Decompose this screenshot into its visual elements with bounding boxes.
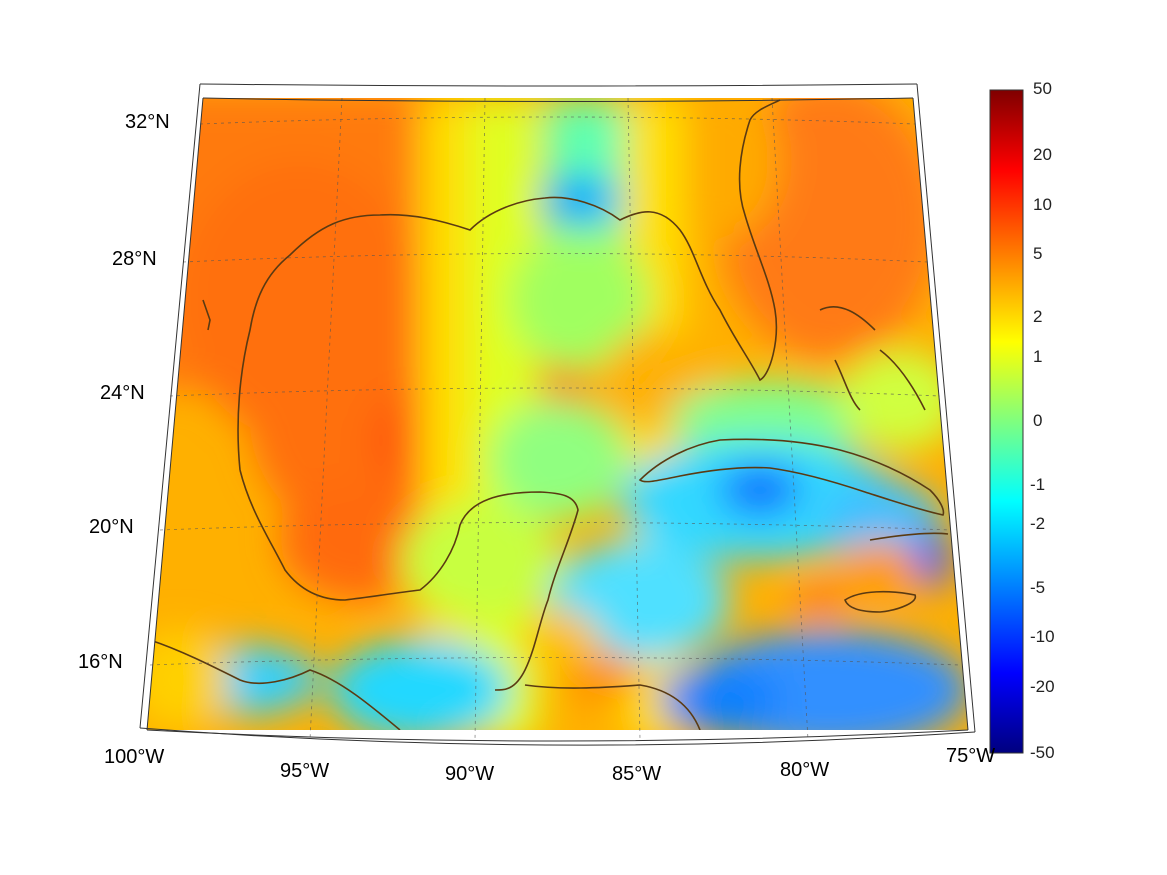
lon-label-100w: 100°W — [104, 746, 165, 768]
colorbar-tick-label: -1 — [1030, 475, 1046, 494]
colorbar-tick-label: 20 — [1033, 145, 1052, 164]
graticule — [149, 97, 961, 741]
lat-label-28n: 28°N — [112, 248, 157, 270]
colorbar-tick-label: -5 — [1030, 578, 1046, 597]
colorbar-tick-label: 1 — [1033, 347, 1043, 366]
colorbar-tick-label: 50 — [1033, 79, 1052, 98]
lat-label-32n: 32°N — [125, 111, 170, 133]
colorbar — [989, 89, 1024, 754]
lon-label-75w: 75°W — [946, 745, 996, 767]
colorbar-gradient — [989, 89, 1024, 754]
colorbar-tick-label: -10 — [1030, 627, 1055, 646]
lon-label-90w: 90°W — [445, 763, 495, 785]
map-frame — [139, 83, 976, 746]
colorbar-tick-label: 2 — [1033, 307, 1043, 326]
colorbar-tick-label: -50 — [1030, 743, 1055, 762]
colorbar-tick-label: 10 — [1033, 195, 1052, 214]
colorbar-tick-label: 5 — [1033, 244, 1043, 263]
colorbar-tick-label: 0 — [1033, 411, 1043, 430]
lat-label-20n: 20°N — [89, 516, 134, 538]
data-field — [147, 98, 968, 730]
colorbar-tick-label: -20 — [1030, 677, 1055, 696]
coastlines — [149, 99, 949, 730]
lon-label-85w: 85°W — [612, 763, 662, 785]
lat-label-16n: 16°N — [78, 651, 123, 673]
lon-label-95w: 95°W — [280, 760, 330, 782]
lat-label-24n: 24°N — [100, 382, 145, 404]
lon-label-80w: 80°W — [780, 759, 830, 781]
colorbar-tick-label: -2 — [1030, 514, 1046, 533]
